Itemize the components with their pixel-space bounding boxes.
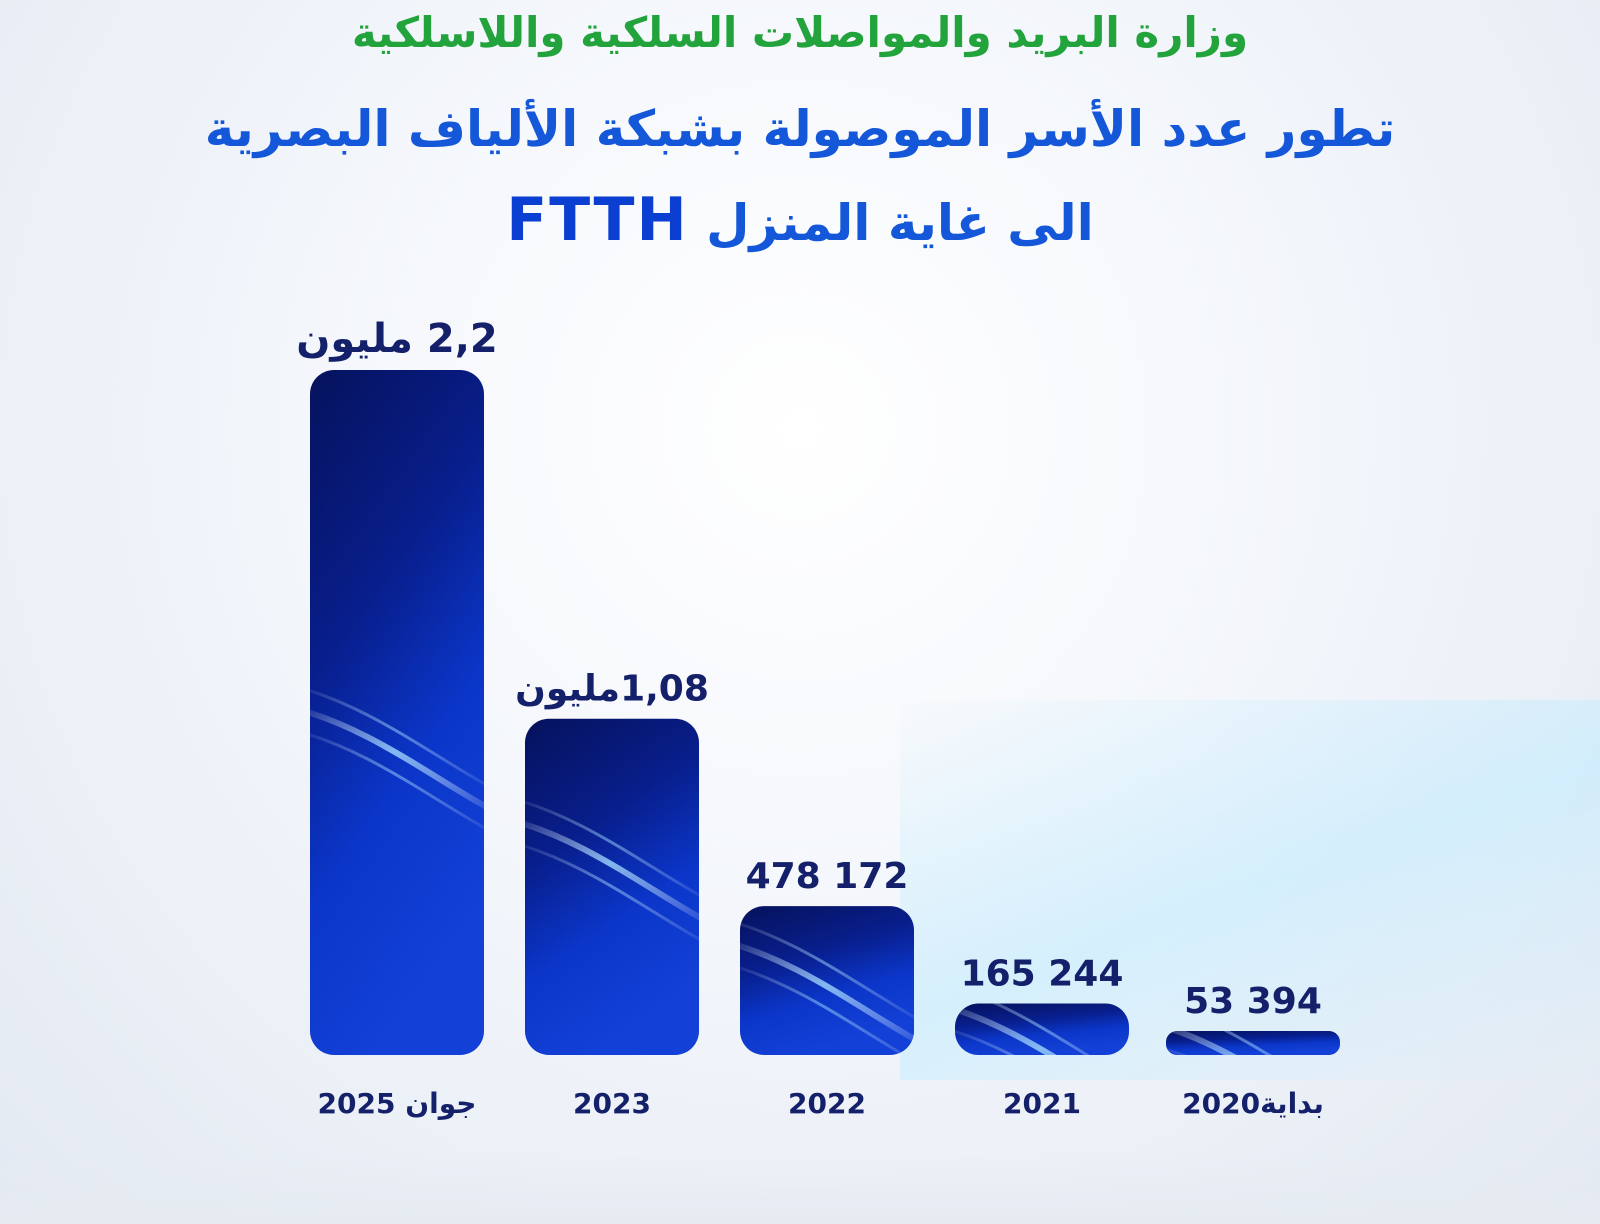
category-label-4: بداية2020 [1182, 1087, 1324, 1120]
bar-rect-2 [740, 906, 914, 1055]
bars-group [310, 370, 1340, 1055]
chart-title-line2: الى غاية المنزل FTTH [0, 185, 1600, 255]
ministry-name: وزارة البريد والمواصلات السلكية واللاسلك… [351, 8, 1249, 57]
bar-2 [740, 906, 914, 1055]
bar-rect-0 [310, 370, 484, 1055]
bar-rect-4 [1166, 1031, 1340, 1055]
bar-1 [525, 718, 699, 1055]
chart-title-line2-text: الى غاية المنزل [706, 194, 1094, 252]
bar-streaks-2 [740, 916, 914, 1055]
chart-title-line1: تطور عدد الأسر الموصولة بشبكة الألياف ال… [204, 100, 1396, 158]
category-label-2: 2022 [788, 1087, 866, 1120]
bar-streaks-4 [1166, 1031, 1340, 1055]
ftth-label: FTTH [506, 185, 689, 255]
bottom-band [0, 1154, 1600, 1224]
value-label-3: 165 244 [961, 954, 1124, 995]
bar-4 [1166, 1031, 1340, 1055]
labels-group: 2,2 مليون جوان 2025 1,08مليون 2023 478 172 20… [296, 316, 1324, 1120]
value-label-0: 2,2 مليون [296, 316, 497, 362]
bar-streaks-1 [525, 794, 699, 952]
bar-streaks-0 [310, 683, 484, 841]
value-label-4: 53 394 [1184, 981, 1322, 1022]
category-label-0: جوان 2025 [318, 1087, 477, 1120]
category-label-3: 2021 [1003, 1087, 1081, 1120]
bar-0 [310, 370, 484, 1055]
value-label-1: 1,08مليون [515, 669, 709, 710]
value-label-2: 478 172 [746, 856, 909, 897]
category-label-1: 2023 [573, 1087, 651, 1120]
bar-3 [955, 1003, 1129, 1055]
bar-streaks-3 [955, 1003, 1129, 1055]
